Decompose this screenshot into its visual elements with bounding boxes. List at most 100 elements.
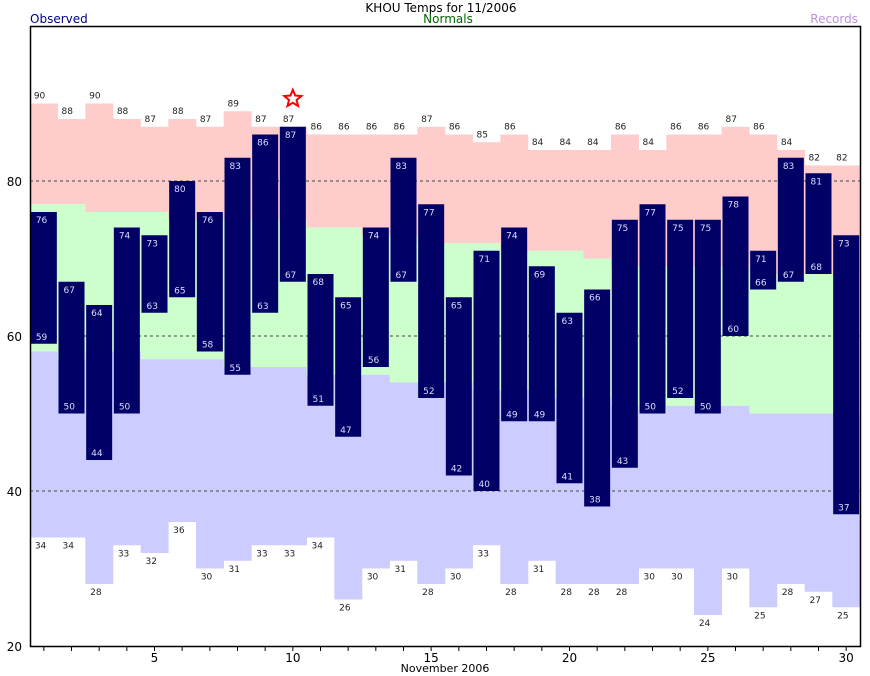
observed-bar (445, 297, 472, 476)
record-low-label: 28 (782, 588, 794, 598)
observed-low-label: 63 (257, 302, 268, 312)
record-low-label: 30 (201, 573, 213, 583)
observed-low-label: 50 (645, 403, 657, 413)
record-band (528, 150, 556, 251)
observed-high-label: 74 (368, 232, 380, 242)
record-low-band (168, 359, 197, 522)
normal-band (749, 274, 778, 414)
record-star-icon (281, 87, 304, 109)
observed-low-label: 47 (340, 426, 351, 436)
record-high-label: 86 (311, 123, 323, 133)
observed-bar (141, 235, 168, 313)
observed-low-label: 50 (64, 403, 76, 413)
record-high-label: 86 (449, 123, 461, 133)
observed-low-label: 59 (36, 333, 48, 343)
record-low-band (721, 405, 750, 569)
record-low-label: 34 (312, 542, 324, 552)
observed-high-label: 87 (285, 131, 296, 141)
record-high-label: 86 (698, 123, 710, 133)
observed-bar (335, 297, 362, 437)
record-high-label: 86 (615, 123, 627, 133)
observed-bar (473, 250, 500, 491)
x-tick-label: 30 (839, 651, 854, 665)
record-band (445, 134, 473, 243)
y-tick-label: 80 (7, 175, 22, 189)
record-low-label: 25 (837, 611, 848, 621)
record-band (196, 126, 224, 220)
record-low-band (389, 382, 418, 561)
observed-bar (224, 157, 251, 375)
observed-bar (390, 157, 417, 282)
record-low-label: 33 (478, 549, 489, 559)
observed-bar (501, 227, 528, 422)
observed-low-label: 56 (368, 356, 380, 366)
observed-high-label: 77 (423, 208, 434, 218)
observed-low-label: 67 (285, 271, 296, 281)
record-low-band (362, 374, 390, 569)
record-low-label: 31 (395, 565, 406, 575)
record-low-band (223, 367, 252, 561)
y-tick-label: 60 (7, 330, 22, 344)
observed-high-label: 71 (755, 255, 766, 265)
x-tick-label: 10 (285, 651, 300, 665)
observed-high-label: 83 (783, 162, 794, 172)
observed-high-label: 77 (645, 208, 656, 218)
observed-bar (639, 204, 666, 414)
record-low-band (749, 413, 778, 608)
observed-high-label: 81 (811, 177, 822, 187)
x-tick-label: 5 (151, 651, 159, 665)
record-high-label: 89 (228, 99, 240, 109)
observed-low-label: 58 (202, 341, 214, 351)
record-low-label: 28 (616, 588, 628, 598)
observed-low-label: 43 (617, 457, 628, 467)
record-low-band (777, 413, 805, 584)
observed-low-label: 52 (672, 387, 683, 397)
record-low-label: 30 (671, 573, 683, 583)
observed-bar (418, 204, 445, 398)
record-high-label: 84 (532, 138, 544, 148)
observed-bar (196, 212, 223, 352)
record-low-label: 28 (561, 588, 573, 598)
observed-low-label: 63 (147, 302, 158, 312)
record-high-label: 87 (726, 115, 737, 125)
observed-bar (805, 173, 832, 274)
observed-bar (279, 126, 306, 282)
record-low-band (30, 351, 58, 538)
record-band (113, 119, 141, 212)
observed-low-label: 68 (811, 263, 823, 273)
observed-bar (528, 266, 555, 422)
record-low-label: 28 (588, 588, 600, 598)
record-low-label: 26 (339, 604, 351, 614)
observed-bar (833, 235, 860, 515)
observed-bar (307, 274, 334, 406)
record-low-label: 28 (422, 588, 434, 598)
x-tick-label: 20 (562, 651, 577, 665)
record-low-band (196, 359, 224, 569)
observed-low-label: 60 (728, 325, 740, 335)
record-low-band (500, 390, 529, 584)
record-low-label: 33 (256, 549, 267, 559)
record-high-label: 87 (145, 115, 156, 125)
observed-bar (777, 157, 804, 282)
observed-low-label: 42 (451, 465, 462, 475)
record-low-label: 30 (644, 573, 656, 583)
record-high-label: 86 (394, 123, 406, 133)
observed-low-label: 67 (396, 271, 407, 281)
observed-low-label: 41 (562, 472, 573, 482)
legend-observed: Observed (30, 12, 88, 26)
observed-high-label: 75 (617, 224, 628, 234)
record-low-label: 27 (810, 596, 821, 606)
record-high-label: 82 (836, 154, 847, 164)
observed-low-label: 37 (838, 503, 849, 513)
record-high-label: 88 (172, 107, 184, 117)
observed-high-label: 76 (202, 216, 214, 226)
observed-low-label: 49 (506, 410, 518, 420)
observed-high-label: 73 (147, 239, 158, 249)
observed-high-label: 69 (534, 270, 546, 280)
record-high-label: 90 (34, 92, 46, 102)
observed-bar (667, 219, 694, 398)
record-low-label: 32 (146, 557, 157, 567)
record-low-label: 25 (754, 611, 765, 621)
observed-high-label: 86 (257, 139, 269, 149)
